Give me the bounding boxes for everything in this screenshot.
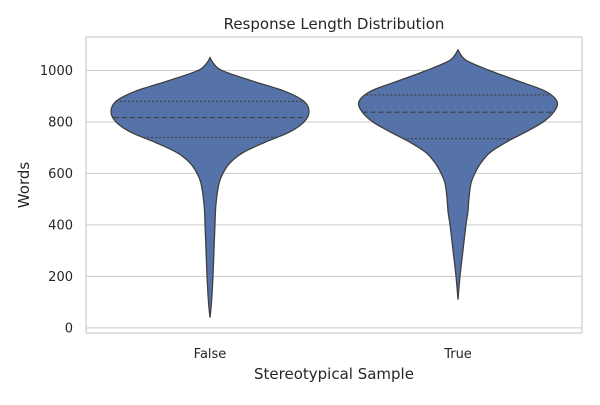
- violin-false: [110, 56, 310, 318]
- x-axis-label: Stereotypical Sample: [254, 365, 414, 383]
- plot-frame: [85, 36, 583, 334]
- y-tick-label: 200: [48, 270, 73, 285]
- y-tick-label: 1000: [40, 64, 73, 79]
- y-tick-label: 400: [48, 218, 73, 233]
- y-tick-label: 0: [65, 321, 73, 336]
- tick-labels: 0 200 400 600 800 1000 False True: [40, 64, 472, 362]
- violins: [110, 48, 559, 318]
- y-tick-label: 800: [48, 115, 73, 130]
- y-axis-label: Words: [15, 162, 33, 209]
- x-tick-label: True: [443, 347, 472, 362]
- chart-title: Response Length Distribution: [224, 15, 445, 33]
- x-tick-label: False: [194, 347, 227, 362]
- y-tick-label: 600: [48, 167, 73, 182]
- violin-true: [357, 48, 559, 300]
